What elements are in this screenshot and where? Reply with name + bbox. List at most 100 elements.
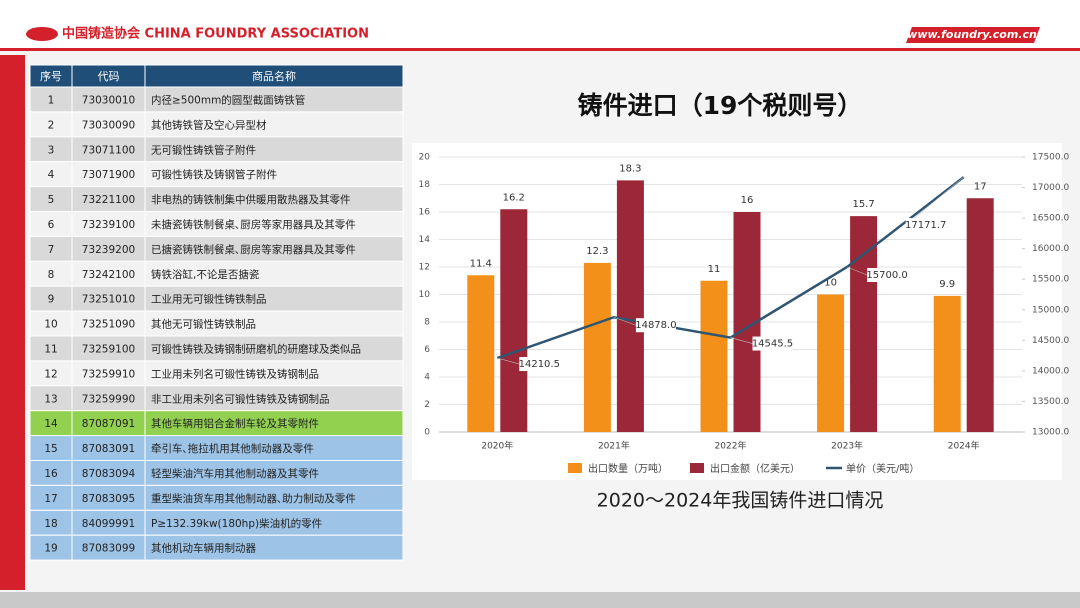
table-cell	[29, 360, 73, 387]
table-cell	[144, 410, 404, 437]
table-cell-text: 73251010	[82, 294, 135, 306]
table-cell-text: 73030010	[82, 94, 135, 106]
table-cell	[29, 161, 73, 188]
table-cell-text: 可锻性铸铁及铸钢管子附件	[151, 168, 277, 181]
table-cell-text: 内径≥500mm的圆型截面铸铁管	[151, 93, 305, 106]
bar	[850, 216, 878, 432]
bar-value-label: 16.2	[503, 192, 525, 203]
table-cell	[29, 260, 73, 287]
table-cell-text: 73030090	[82, 119, 135, 131]
y-tick-label: 8	[424, 318, 430, 328]
table-cell	[144, 534, 404, 561]
bar	[467, 275, 495, 432]
table-cell	[29, 410, 73, 437]
line-label-box	[519, 357, 560, 372]
header-line	[0, 48, 1080, 51]
table-cell	[144, 285, 404, 312]
table-cell	[71, 186, 146, 213]
table-cell-text: 73239100	[82, 219, 135, 231]
y2-tick-label: 17000.0	[1032, 183, 1069, 193]
x-tick-label: 2020年	[481, 440, 513, 452]
table-cell-text: 8	[48, 269, 55, 281]
table-header-text: 序号	[40, 69, 62, 83]
bar-value-label: 11.4	[470, 258, 492, 269]
y-tick-label: 12	[419, 263, 430, 273]
left-band	[0, 55, 25, 590]
table-cell-text: 87083099	[82, 543, 135, 555]
legend-swatch	[690, 463, 704, 473]
x-tick-label: 2021年	[598, 440, 630, 452]
table-cell-text: 87087091	[82, 418, 135, 430]
bar	[616, 180, 644, 432]
table-cell-text: 其他机动车辆用制动器	[151, 542, 256, 555]
table-cell	[144, 211, 404, 237]
chart-caption: 2020～2024年我国铸件进口情况	[597, 490, 884, 512]
table-cell-text: 6	[48, 219, 55, 231]
table-cell	[29, 136, 73, 163]
table-cell-text: 73071900	[82, 169, 135, 181]
table-cell	[29, 111, 73, 138]
table-cell-text: 牵引车､拖拉机用其他制动器及零件	[151, 442, 314, 455]
legend-label: 出口金额（亿美元）	[710, 462, 800, 475]
table-cell-text: 非电热的铸铁制集中供暖用散热器及其零件	[151, 193, 351, 206]
x-tick-label: 2022年	[715, 440, 747, 452]
logo-mark	[26, 27, 58, 41]
line-value-label: 14210.5	[519, 359, 560, 370]
table-cell-text: 15	[44, 443, 57, 455]
table-cell	[71, 435, 146, 462]
table-cell-text: 13	[44, 393, 57, 405]
table-cell	[29, 534, 73, 561]
bar	[700, 280, 728, 432]
table-cell	[29, 285, 73, 312]
y2-tick-label: 14500.0	[1032, 336, 1069, 346]
y2-tick-label: 14000.0	[1032, 366, 1069, 376]
leader-line	[905, 176, 964, 226]
table-cell-text: 19	[44, 543, 57, 555]
table-cell-text: 73071100	[82, 144, 135, 156]
line-label-box	[905, 218, 946, 233]
table-cell	[71, 509, 146, 536]
table-cell	[29, 186, 73, 213]
line-label-box	[752, 336, 793, 351]
legend-label: 单价（美元/吨）	[846, 462, 919, 475]
y-tick-label: 2	[424, 400, 430, 410]
table-cell	[144, 86, 404, 113]
bar	[817, 294, 845, 432]
table-cell-text: 87083094	[82, 468, 136, 480]
table-cell-text: 84099991	[82, 518, 135, 530]
table-cell-text: 10	[44, 319, 57, 331]
table-cell-text: 工业用无可锻性铸铁制品	[151, 293, 267, 306]
y-tick-label: 20	[419, 153, 431, 163]
legend-label: 出口数量（万吨）	[588, 462, 668, 475]
leader-line	[497, 357, 520, 365]
bar-value-label: 12.3	[586, 246, 608, 257]
y-tick-label: 10	[419, 290, 431, 300]
legend-swatch	[568, 463, 582, 473]
table-cell-text: 其他铸铁管及空心异型材	[151, 118, 267, 131]
table-cell	[29, 509, 73, 536]
table-cell	[71, 111, 146, 138]
table-cell-text: 轻型柴油汽车用其他制动器及其零件	[151, 467, 319, 480]
table-cell-text: 重型柴油货车用其他制动器､助力制动及零件	[151, 492, 356, 505]
table-cell-text: 73239200	[82, 244, 135, 256]
line-label-box	[635, 318, 676, 333]
table-cell	[144, 484, 404, 511]
table-cell	[71, 86, 146, 113]
table-header-text: 代码	[98, 70, 120, 83]
table-cell-text: 73242100	[82, 269, 135, 281]
logo-text: 中国铸造协会 CHINA FOUNDRY ASSOCIATION	[62, 26, 369, 42]
table-cell-text: 其他车辆用铝合金制车轮及其零附件	[151, 417, 319, 430]
table-cell-text: 11	[44, 343, 57, 355]
y-tick-label: 0	[424, 428, 430, 438]
table-cell-text: 14	[44, 418, 58, 430]
y-tick-label: 6	[424, 345, 430, 355]
table-cell-text: 3	[48, 144, 55, 156]
leader-line	[730, 337, 753, 344]
table-cell	[71, 534, 146, 561]
line-label-box	[867, 268, 908, 282]
table-cell	[144, 235, 404, 262]
y2-tick-label: 15000.0	[1032, 305, 1069, 315]
y2-tick-label: 16500.0	[1032, 214, 1069, 224]
table-cell	[71, 235, 146, 262]
table-cell	[144, 136, 404, 163]
